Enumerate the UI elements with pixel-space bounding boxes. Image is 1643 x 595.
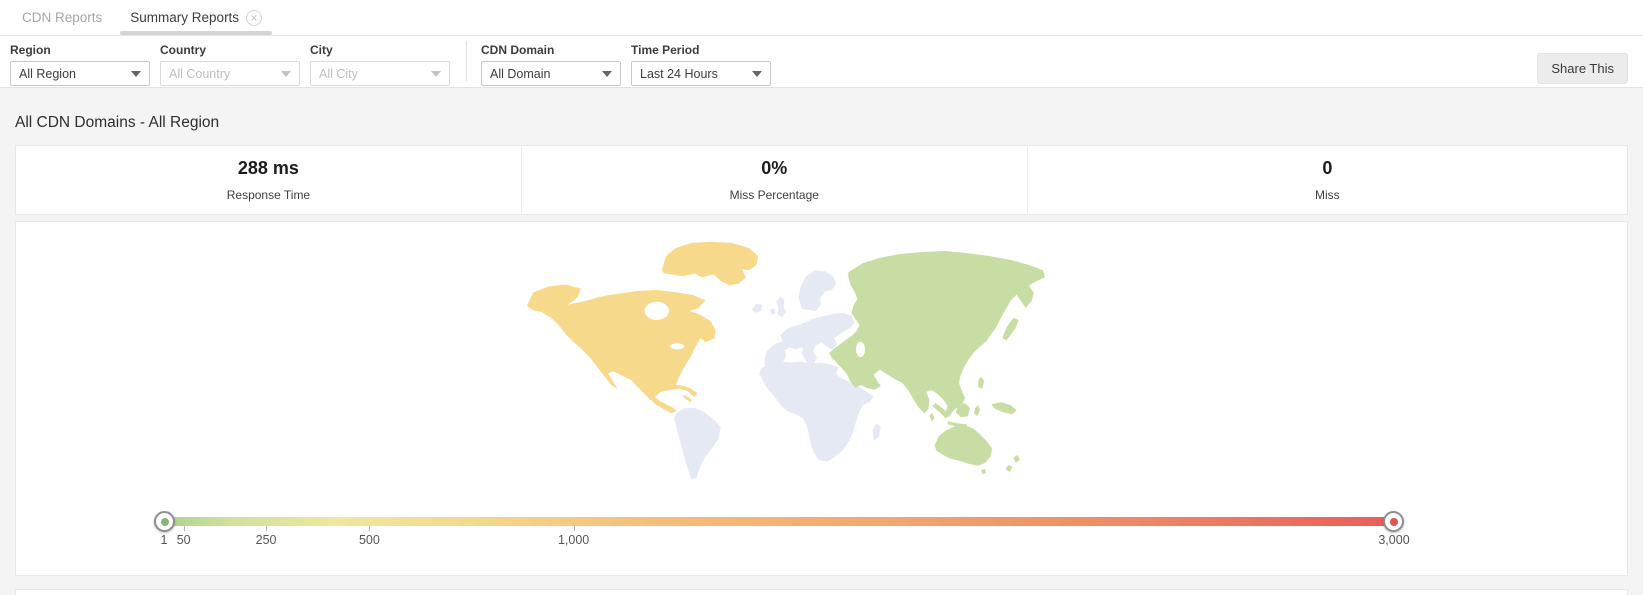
region-sulawesi[interactable] xyxy=(974,405,981,417)
legend-label-3000: 3,000 xyxy=(1378,533,1410,547)
region-tasmania[interactable] xyxy=(981,468,987,475)
cdn-domain-label: CDN Domain xyxy=(481,43,555,57)
region-asia[interactable] xyxy=(829,251,1045,418)
time-period-label: Time Period xyxy=(631,43,700,57)
region-iceland[interactable] xyxy=(752,303,763,313)
chevron-down-icon xyxy=(431,70,441,77)
stat-value: 0 xyxy=(1322,158,1333,178)
stat-label: Miss xyxy=(1315,188,1340,202)
filter-divider xyxy=(466,41,467,81)
filter-group-time-period: Time Period Last 24 Hours xyxy=(631,43,771,86)
region-philippines[interactable] xyxy=(978,376,985,389)
chevron-down-icon xyxy=(131,70,141,77)
region-scandinavia[interactable] xyxy=(798,270,837,311)
region-north-america[interactable] xyxy=(527,284,716,414)
cdn-domain-select-value: All Domain xyxy=(490,66,551,81)
region-select[interactable]: All Region xyxy=(10,61,150,86)
stat-label: Response Time xyxy=(226,188,311,202)
tab-bar: CDN Reports Summary Reports ✕ xyxy=(0,0,1643,36)
hudson-bay xyxy=(644,301,669,320)
region-sri-lanka[interactable] xyxy=(929,413,935,422)
chevron-down-icon xyxy=(281,70,291,77)
region-africa[interactable] xyxy=(759,361,874,462)
report-content: All CDN Domains - All Region 288 ms Resp… xyxy=(0,114,1643,595)
legend-handle-min[interactable] xyxy=(154,511,175,532)
cdn-domain-select[interactable]: All Domain xyxy=(481,61,621,86)
region-sumatra[interactable] xyxy=(932,403,950,419)
stat-response-time: 288 ms Response Time xyxy=(16,146,522,214)
legend-tick xyxy=(369,526,371,531)
filter-bar: Region All Region Country All Country Ci… xyxy=(0,36,1643,88)
world-map[interactable] xyxy=(524,236,1046,484)
stat-value: 0% xyxy=(761,158,788,178)
region-south-america[interactable] xyxy=(674,408,721,480)
region-select-value: All Region xyxy=(19,66,76,81)
great-lakes xyxy=(669,343,685,350)
legend-label-50: 50 xyxy=(176,533,191,547)
city-label: City xyxy=(310,43,333,57)
page-title: All CDN Domains - All Region xyxy=(15,114,220,131)
filter-group-region: Region All Region xyxy=(10,43,150,86)
stat-value: 288 ms xyxy=(237,158,299,178)
region-australia[interactable] xyxy=(934,425,993,466)
region-europe[interactable] xyxy=(764,312,855,368)
share-this-button[interactable]: Share This xyxy=(1537,52,1628,84)
legend-handle-min-dot xyxy=(160,517,169,526)
country-label: Country xyxy=(160,43,206,57)
region-greenland[interactable] xyxy=(661,241,759,286)
chevron-down-icon xyxy=(752,70,762,77)
map-panel: 1 50 250 500 1,000 3,000 xyxy=(15,221,1628,576)
region-madagascar[interactable] xyxy=(872,423,881,441)
city-select[interactable]: All City xyxy=(310,61,450,86)
region-japan[interactable] xyxy=(1002,317,1019,341)
filter-group-city: City All City xyxy=(310,43,450,86)
stat-miss-percentage: 0% Miss Percentage xyxy=(522,146,1028,214)
chevron-down-icon xyxy=(602,70,612,77)
caspian-sea xyxy=(855,341,866,357)
region-caribbean[interactable] xyxy=(682,394,693,403)
legend-label-1000: 1,000 xyxy=(557,533,590,547)
legend-label-500: 500 xyxy=(358,533,380,547)
region-ireland[interactable] xyxy=(770,307,776,315)
next-panel xyxy=(15,589,1628,595)
region-new-guinea[interactable] xyxy=(991,402,1017,415)
legend-handle-max-dot xyxy=(1389,517,1398,526)
legend-tick xyxy=(573,526,575,531)
legend-tick xyxy=(183,526,185,531)
time-period-select[interactable]: Last 24 Hours xyxy=(631,61,771,86)
stats-panel: 288 ms Response Time 0% Miss Percentage … xyxy=(15,145,1628,215)
legend-handle-max[interactable] xyxy=(1383,511,1404,532)
legend-label-1: 1 xyxy=(160,533,168,547)
country-select-value: All Country xyxy=(169,66,231,81)
tab-label: Summary Reports xyxy=(130,10,240,25)
legend-label-250: 250 xyxy=(255,533,277,547)
region-uk[interactable] xyxy=(776,296,787,317)
legend-gradient-track[interactable] xyxy=(154,511,1404,532)
tab-summary-reports[interactable]: Summary Reports ✕ xyxy=(116,0,276,35)
region-italy[interactable] xyxy=(801,347,814,368)
stat-label: Miss Percentage xyxy=(729,188,819,202)
stat-miss: 0 Miss xyxy=(1028,146,1627,214)
filter-group-country: Country All Country xyxy=(160,43,300,86)
time-period-select-value: Last 24 Hours xyxy=(640,66,718,81)
country-select[interactable]: All Country xyxy=(160,61,300,86)
close-icon[interactable]: ✕ xyxy=(246,9,263,26)
legend-tick xyxy=(266,526,268,531)
tab-label: CDN Reports xyxy=(22,10,103,25)
filter-group-cdn-domain: CDN Domain All Domain xyxy=(481,43,621,86)
city-select-value: All City xyxy=(319,66,358,81)
region-new-zealand-south[interactable] xyxy=(1005,464,1013,473)
region-new-zealand-north[interactable] xyxy=(1013,454,1020,463)
tab-cdn-reports[interactable]: CDN Reports xyxy=(8,0,116,35)
region-borneo[interactable] xyxy=(955,403,970,418)
response-time-legend: 1 50 250 500 1,000 3,000 xyxy=(154,511,1410,557)
region-label: Region xyxy=(10,43,51,57)
